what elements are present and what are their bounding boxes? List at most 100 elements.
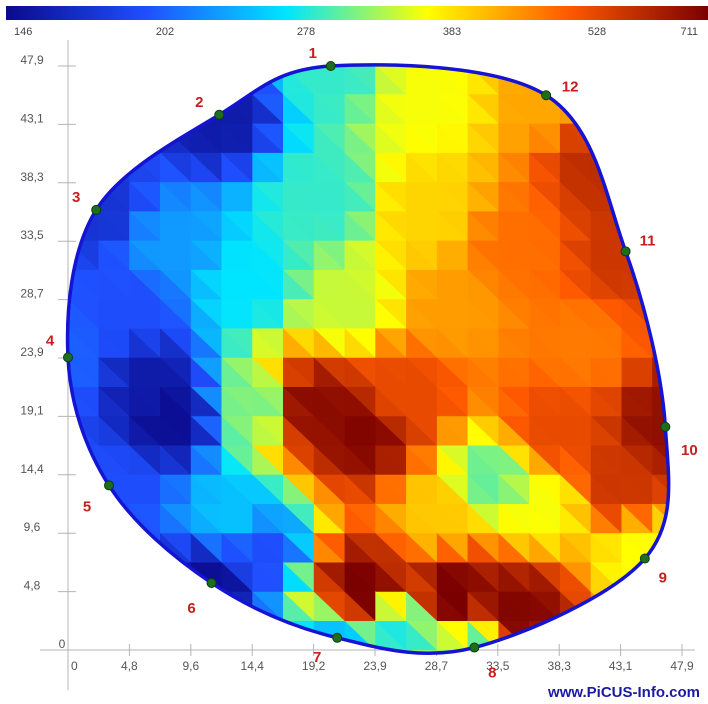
heatmap-cell <box>683 153 708 182</box>
heatmap-cell <box>67 123 100 154</box>
heatmap-cell <box>67 64 69 95</box>
y-axis-ticks: 0 4,8 9,6 14,4 19,1 23,9 28,7 33,5 38,3 43,1 47,9 <box>20 53 76 651</box>
heatmap-cell <box>67 561 100 593</box>
heatmap-cell <box>67 503 69 534</box>
heatmap-cell <box>683 94 708 123</box>
heatmap-cell <box>67 122 100 153</box>
heatmap-cell <box>652 298 669 329</box>
colorbar-tick-label: 202 <box>156 26 174 38</box>
x-tick-label: 4,8 <box>121 659 138 673</box>
heatmap-cell <box>651 181 669 212</box>
heatmap-cell <box>651 240 669 271</box>
sensor-label: 10 <box>681 442 698 459</box>
heatmap-cell <box>683 270 708 299</box>
heatmap-cell <box>436 64 469 66</box>
heatmap-cell <box>160 64 192 95</box>
heatmap-cell <box>528 64 561 66</box>
heatmap-cell <box>374 64 407 66</box>
heatmap-cell <box>621 590 654 622</box>
heatmap-cell <box>621 619 654 651</box>
heatmap-cell <box>344 64 376 66</box>
heatmap-cell <box>651 591 669 622</box>
heatmap-cell <box>683 387 708 416</box>
heatmap-cell <box>67 620 100 651</box>
heatmap-cell <box>683 533 708 562</box>
heatmap-cell <box>251 64 284 66</box>
heatmap-cell <box>67 561 69 592</box>
heatmap-cell <box>159 64 192 66</box>
y-tick-label: 4,8 <box>24 579 41 593</box>
heatmap-cell <box>67 152 100 183</box>
heatmap-cell <box>128 93 161 124</box>
heatmap-cell <box>652 181 669 212</box>
heatmap-cell <box>559 64 592 66</box>
heatmap-cell <box>683 211 708 240</box>
colorbar-tick-label: 278 <box>297 26 315 38</box>
heatmap-cell <box>67 561 69 593</box>
heatmap-cell <box>405 64 438 66</box>
heatmap-cell <box>67 239 69 270</box>
heatmap-cell <box>683 240 708 269</box>
heatmap-cell <box>559 620 592 651</box>
heatmap-cell <box>651 620 669 651</box>
heatmap-cell <box>467 64 500 66</box>
sensor-point <box>63 352 73 363</box>
heatmap-cell <box>98 532 130 563</box>
heatmap-cell <box>683 504 708 533</box>
heatmap-cell <box>375 64 408 66</box>
heatmap-cell <box>160 64 192 66</box>
heatmap-cell <box>652 268 669 300</box>
colorbar-tick-label: 711 <box>680 26 698 38</box>
heatmap-cell <box>98 619 131 651</box>
heatmap-cell <box>651 269 669 300</box>
heatmap-cell <box>621 181 654 212</box>
heatmap-cell <box>128 64 161 66</box>
heatmap-cell <box>683 182 708 211</box>
heatmap-cell <box>683 562 708 591</box>
y-tick-label: 14,4 <box>20 462 44 476</box>
heatmap-cell <box>621 123 653 154</box>
heatmap-cell <box>129 620 162 651</box>
heatmap-cell <box>252 619 285 651</box>
heatmap-cells <box>67 64 708 654</box>
heatmap-cell <box>590 93 623 124</box>
sensor-label: 7 <box>313 649 321 666</box>
heatmap-cell <box>67 357 69 388</box>
sensor-label: 11 <box>640 232 656 249</box>
heatmap-cell <box>497 64 530 66</box>
heatmap-cell <box>67 181 69 212</box>
heatmap-cell <box>683 123 708 152</box>
sensor-point <box>541 90 552 101</box>
heatmap-cell <box>128 64 161 95</box>
heatmap-cell <box>590 123 623 154</box>
heatmap-cell <box>67 64 69 95</box>
heatmap-cell <box>67 532 69 563</box>
heatmap-cell <box>98 591 130 622</box>
heatmap-cell <box>67 122 69 153</box>
heatmap-cell <box>651 152 669 183</box>
heatmap-cell <box>683 123 708 152</box>
heatmap-cell <box>67 240 69 271</box>
heatmap-cell <box>651 123 669 154</box>
heatmap-cell <box>683 94 708 123</box>
sensor-point <box>639 553 650 564</box>
heatmap-cell <box>98 561 130 593</box>
heatmap-cell <box>67 93 100 124</box>
heatmap-cell <box>67 620 100 651</box>
x-tick-label: 28,7 <box>425 659 449 673</box>
heatmap-cell <box>67 474 69 505</box>
heatmap-cell <box>683 182 708 211</box>
heatmap-cell <box>621 93 654 124</box>
heatmap-cell <box>128 561 161 593</box>
heatmap-cell <box>128 620 161 651</box>
heatmap-cell <box>221 620 254 651</box>
heatmap-cell <box>98 64 130 95</box>
heatmap-cell <box>621 151 654 183</box>
heatmap-cell <box>160 93 192 124</box>
heatmap-cell <box>190 620 223 651</box>
heatmap-cell <box>67 532 100 563</box>
heatmap-cell <box>683 211 708 240</box>
y-tick-label: 38,3 <box>20 170 44 184</box>
heatmap-cell <box>621 64 654 95</box>
